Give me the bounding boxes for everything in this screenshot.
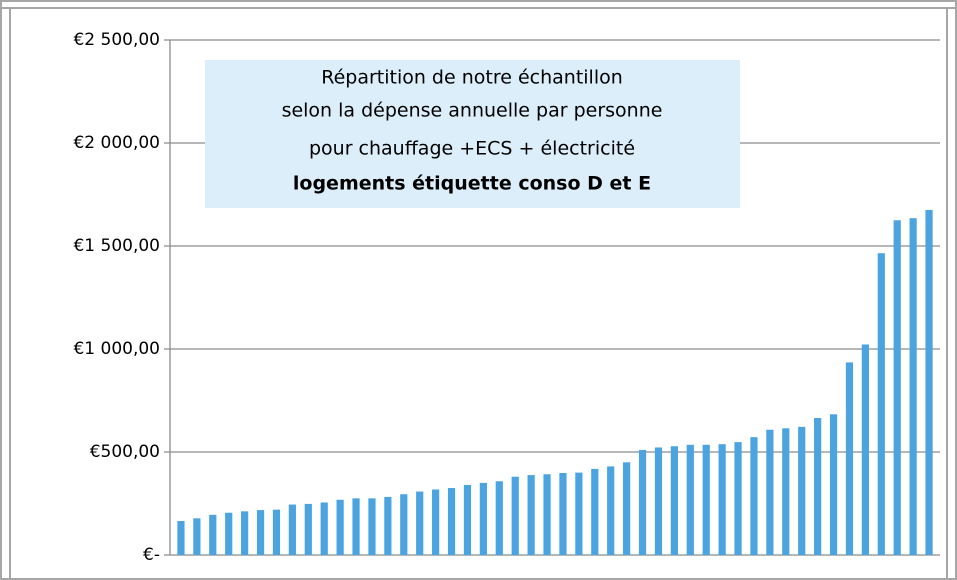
y-tick-label: €1 000,00 [73, 339, 160, 359]
bar [527, 475, 535, 555]
bar [495, 481, 503, 555]
bar [925, 209, 933, 555]
y-tick-label: €1 500,00 [73, 236, 160, 256]
bar [447, 488, 456, 555]
y-tick-label: €2 000,00 [73, 133, 160, 153]
bar [193, 518, 201, 555]
bar [256, 510, 265, 555]
bar [304, 503, 312, 555]
bar [559, 473, 567, 555]
bar [368, 498, 376, 555]
y-tick-label: €- [143, 545, 160, 565]
bar [814, 418, 822, 555]
bar [734, 442, 742, 555]
bar [718, 444, 726, 555]
annotation-box [205, 60, 740, 208]
bar [416, 491, 424, 555]
bar [543, 474, 551, 555]
bar [702, 444, 710, 555]
bar [511, 476, 519, 555]
bar [177, 521, 185, 555]
bar [591, 468, 599, 555]
bar [670, 446, 678, 555]
bar [479, 482, 487, 555]
bar [893, 220, 901, 555]
bar [782, 428, 790, 555]
bar [288, 504, 296, 555]
bar [209, 514, 217, 555]
y-tick-label: €500,00 [90, 442, 160, 462]
bar [432, 489, 440, 555]
annotation-line: pour chauffage +ECS + électricité [309, 138, 635, 160]
bar [654, 447, 663, 555]
bar [750, 437, 758, 555]
bar [845, 362, 854, 555]
bar [272, 509, 281, 555]
annotation-line: logements étiquette conso D et E [293, 173, 651, 195]
bar [463, 484, 472, 555]
bar [225, 512, 233, 555]
plot: €- €500,00 €1 000,00 €1 500,00 €2 000,00 €2 5… [73, 30, 940, 565]
bar [241, 511, 249, 555]
bar [829, 414, 838, 555]
annotation-line: Répartition de notre échantillon [321, 67, 623, 89]
annotation-line: selon la dépense annuelle par personne [282, 100, 663, 122]
bar [861, 344, 869, 555]
bar [352, 498, 360, 555]
bar [638, 449, 647, 555]
bar [607, 466, 615, 555]
bar [336, 499, 344, 555]
bar [575, 472, 583, 555]
bar [877, 253, 885, 555]
bar [766, 429, 774, 555]
bar [623, 462, 631, 555]
y-tick-label: €2 500,00 [73, 30, 160, 50]
bar [686, 444, 694, 555]
bar [909, 218, 917, 555]
bar [384, 496, 392, 555]
bar [798, 426, 806, 555]
bar [320, 502, 328, 555]
bar [400, 494, 408, 555]
